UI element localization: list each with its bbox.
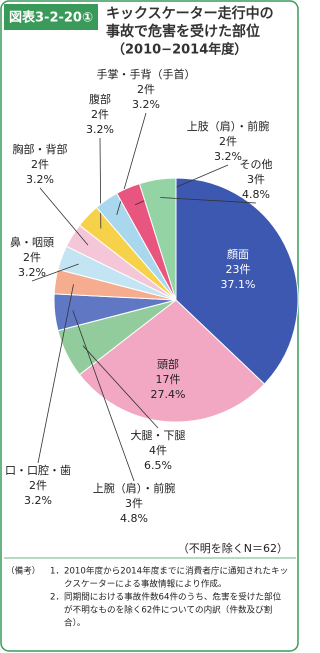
notes-heading: （備考） — [6, 565, 40, 577]
slice-label: 上肢（肩）・前腕 — [187, 119, 270, 133]
value-label: 23件 — [226, 263, 251, 276]
leader-line — [37, 284, 74, 464]
pie-slice — [175, 177, 299, 385]
slice-label: 大腿・下腿 — [131, 428, 186, 442]
chart-title: 事故で危害を受けた部位 — [106, 23, 260, 40]
leader-line — [31, 263, 79, 282]
percent-label: 37.1% — [221, 278, 256, 291]
note-text: 2010年度から2014年度までに消費者庁に通知されたキッ — [64, 565, 288, 577]
value-label: 2件 — [91, 108, 109, 121]
n-note: （不明を除くN＝62） — [178, 541, 288, 555]
slice-label: 顔面 — [227, 247, 249, 261]
value-label: 4件 — [149, 444, 167, 457]
leader-line — [39, 187, 89, 246]
pie-slice — [78, 299, 266, 423]
percent-label: 4.8% — [120, 512, 148, 525]
percent-label: 3.2% — [24, 494, 52, 507]
slice-label: 手掌・手背（手首） — [97, 67, 196, 81]
value-label: 3件 — [247, 173, 265, 186]
leader-line — [160, 197, 257, 204]
value-label: 2件 — [23, 251, 41, 264]
percent-label: 3.2% — [214, 150, 242, 163]
percent-label: 6.5% — [144, 459, 172, 472]
percent-label: 3.2% — [26, 173, 54, 186]
leader-line — [72, 310, 135, 482]
leader-line — [82, 345, 159, 429]
slice-label: 上腕（肩）・前腕 — [93, 481, 176, 495]
value-label: 3件 — [125, 497, 143, 510]
pie-slice — [138, 177, 177, 301]
percent-label: 27.4% — [151, 388, 186, 401]
note-text: が不明なものを除く62件についての内訳（件数及び割 — [64, 604, 272, 616]
label-box — [4, 4, 98, 30]
value-label: 2件 — [29, 479, 47, 492]
percent-label: 3.2% — [86, 123, 114, 136]
value-label: 2件 — [219, 135, 237, 148]
slice-label: 胸部・背部 — [13, 142, 68, 156]
slice-label: その他 — [240, 158, 273, 171]
chart-title: （2010−2014年度） — [112, 42, 247, 58]
value-label: 17件 — [156, 373, 181, 386]
value-label: 2件 — [137, 83, 155, 96]
slice-label: 鼻・咽頭 — [10, 235, 54, 249]
leader-line — [99, 137, 102, 229]
value-label: 2件 — [31, 158, 49, 171]
percent-label: 3.2% — [132, 98, 160, 111]
chart: 図表3-2-20① キックスケーター走行中の 事故で危害を受けた部位 （2010… — [0, 0, 299, 652]
note-text: 合）。 — [64, 617, 85, 629]
note-text: クスケーターによる事故情報により作成。 — [64, 578, 227, 590]
slice-label: 腹部 — [89, 92, 111, 106]
chart-label: 図表3-2-20① — [9, 10, 93, 26]
note-number: 2． — [50, 593, 64, 603]
slice-label: 口・口腔・歯 — [5, 463, 71, 477]
note-number: 1． — [50, 567, 64, 577]
slice-label: 頭部 — [157, 357, 179, 371]
percent-label: 4.8% — [242, 188, 270, 201]
percent-label: 3.2% — [18, 266, 46, 279]
note-text: 同期間における事故件数64件のうち、危害を受けた部位 — [64, 591, 282, 603]
chart-title: キックスケーター走行中の — [106, 5, 274, 22]
